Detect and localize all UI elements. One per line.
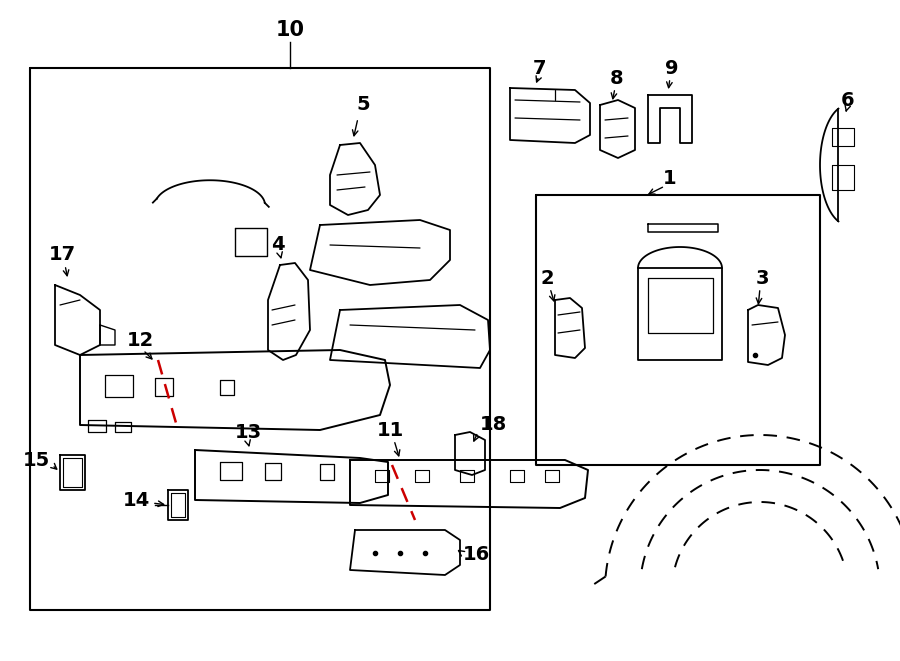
Text: 5: 5 xyxy=(356,95,370,114)
Text: 12: 12 xyxy=(126,330,154,350)
Text: 7: 7 xyxy=(533,59,547,77)
Text: 9: 9 xyxy=(665,59,679,77)
Text: 2: 2 xyxy=(540,268,554,288)
Text: 1: 1 xyxy=(663,169,677,188)
Text: 11: 11 xyxy=(376,420,403,440)
Text: 10: 10 xyxy=(275,20,304,40)
Text: 18: 18 xyxy=(480,416,508,434)
Text: 16: 16 xyxy=(463,545,491,564)
Text: 3: 3 xyxy=(755,268,769,288)
Text: 14: 14 xyxy=(122,490,150,510)
Text: 6: 6 xyxy=(842,91,855,110)
Text: 8: 8 xyxy=(610,69,624,87)
Text: 4: 4 xyxy=(271,235,284,254)
Text: 17: 17 xyxy=(49,245,76,264)
Text: 13: 13 xyxy=(234,422,262,442)
Text: 15: 15 xyxy=(22,451,50,469)
